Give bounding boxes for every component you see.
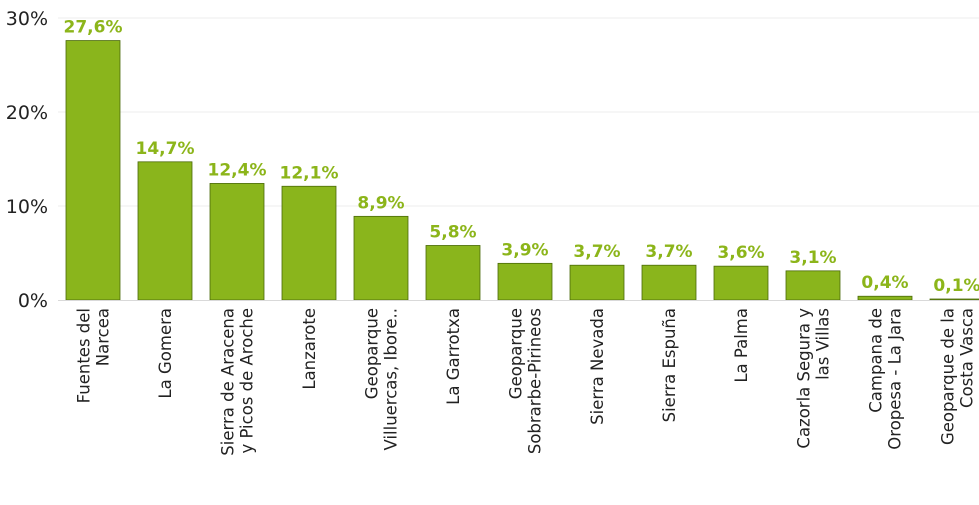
y-tick-label: 10%	[6, 196, 48, 218]
category-label: Cazorla Segura y las Villas	[795, 308, 833, 449]
category-label-line: La Palma	[732, 308, 751, 383]
bar	[857, 295, 913, 301]
category-label-line: Costa Vasca	[958, 308, 977, 408]
bar	[353, 215, 409, 301]
bar	[209, 183, 265, 301]
bar	[425, 245, 481, 301]
bar	[569, 264, 625, 301]
bars	[65, 40, 979, 301]
category-label: Geoparque de la Costa Vasca	[939, 308, 977, 445]
data-labels: 27,6% 14,7% 12,4% 12,1% 8,9% 5,8% 3,9% 3,7% 3,7%…	[64, 18, 979, 296]
data-label: 3,1%	[789, 248, 836, 268]
category-label-line: y Picos de Aroche	[238, 308, 257, 454]
bar	[929, 298, 979, 301]
category-label: Sierra Nevada	[588, 308, 607, 425]
data-label: 12,4%	[208, 160, 267, 180]
category-label-line: Sobrarbe-Pirineos	[526, 308, 545, 454]
category-label: Campana de Oropesa - La Jara	[867, 308, 905, 450]
gridlines	[58, 17, 979, 207]
category-label: Sierra Espuña	[660, 308, 679, 422]
y-tick-label: 30%	[6, 8, 48, 30]
category-label: La Gomera	[156, 308, 175, 399]
category-label-line: Narcea	[94, 308, 113, 366]
bar	[65, 40, 121, 301]
category-label-line: La Garrotxa	[444, 308, 463, 405]
data-label: 14,7%	[136, 139, 195, 159]
category-label-line: Cazorla Segura y	[795, 308, 814, 449]
category-label: Geoparque Sobrarbe-Pirineos	[507, 308, 545, 454]
category-label-line: La Gomera	[156, 308, 175, 399]
category-label-line: Oropesa - La Jara	[886, 308, 905, 450]
category-label-line: las Villas	[814, 308, 833, 380]
data-label: 3,6%	[717, 243, 764, 263]
category-label: Fuentes del Narcea	[75, 308, 113, 403]
category-label-line: Geoparque	[363, 308, 382, 399]
category-label-line: Sierra Nevada	[588, 308, 607, 425]
category-label: La Garrotxa	[444, 308, 463, 405]
y-tick-label: 20%	[6, 102, 48, 124]
x-axis: Fuentes del Narcea La Gomera Sierra de Arac…	[58, 300, 979, 456]
category-label: Lanzarote	[300, 308, 319, 390]
category-label-line: Fuentes del	[75, 308, 94, 403]
data-label: 12,1%	[280, 163, 339, 183]
category-label-line: Geoparque	[507, 308, 526, 399]
data-label: 3,7%	[645, 242, 692, 262]
y-tick-label: 0%	[18, 290, 48, 312]
data-label: 0,1%	[933, 276, 979, 296]
category-label-line: Sierra de Aracena	[219, 308, 238, 456]
data-label: 3,9%	[501, 240, 548, 260]
bar	[713, 265, 769, 301]
data-label: 5,8%	[429, 222, 476, 242]
bar	[137, 161, 193, 301]
category-label-line: Geoparque de la	[939, 308, 958, 445]
data-label: 0,4%	[861, 273, 908, 293]
category-label-line: Lanzarote	[300, 308, 319, 390]
data-label: 27,6%	[64, 18, 123, 38]
bar	[785, 270, 841, 301]
bar	[641, 264, 697, 301]
data-label: 3,7%	[573, 242, 620, 262]
y-axis: 0% 10% 20% 30%	[6, 8, 48, 312]
category-label-line: Villuercas, Ibore..	[382, 308, 401, 450]
category-label: Sierra de Aracena y Picos de Aroche	[219, 308, 257, 456]
category-label-line: Sierra Espuña	[660, 308, 679, 422]
category-label-line: Campana de	[867, 308, 886, 413]
category-label: La Palma	[732, 308, 751, 383]
bar	[281, 185, 337, 301]
data-label: 8,9%	[357, 193, 404, 213]
bar	[497, 262, 553, 301]
category-label: Geoparque Villuercas, Ibore..	[363, 308, 401, 450]
